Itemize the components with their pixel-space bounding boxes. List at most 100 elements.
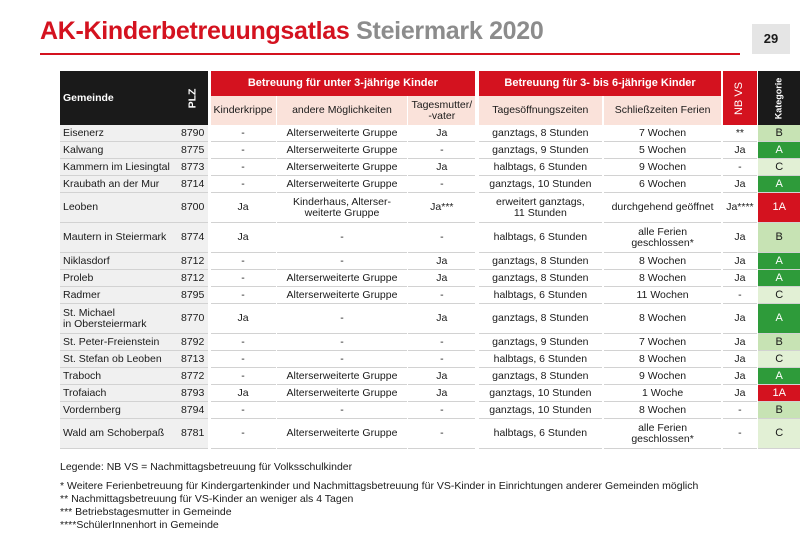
cell-schliess: 6 Wochen	[603, 176, 722, 193]
header-gemeinde: Gemeinde	[60, 71, 177, 125]
cell-andere: Alterserweiterte Gruppe	[277, 385, 407, 402]
legend: Legende: NB VS = Nachmittagsbetreuung fü…	[60, 461, 698, 532]
cell-gemeinde: Wald am Schoberpaß	[60, 419, 177, 449]
table-row: St. Stefan ob Leoben 8713- - - halbtags, 6 S…	[60, 351, 800, 368]
cell-plz: 8770	[176, 304, 208, 334]
legend-note: ** Nachmittagsbetreuung für VS-Kinder an…	[60, 493, 354, 505]
cell-nbvs: -	[723, 419, 757, 449]
cell-nbvs: Ja	[723, 223, 757, 253]
cell-andere: Alterserweiterte Gruppe	[277, 176, 407, 193]
cell-schliess: alle Ferien geschlossen*	[603, 419, 722, 449]
cell-gemeinde: Kraubath an der Mur	[60, 176, 177, 193]
cell-oeffnung: ganztags, 8 Stunden	[478, 368, 602, 385]
cell-kategorie: B	[758, 125, 800, 142]
cell-andere: Kinderhaus, Alterser- weiterte Gruppe	[277, 193, 407, 223]
table-row: Wald am Schoberpaß 8781- Alterserweiterte …	[60, 419, 800, 449]
cell-schliess: 1 Woche	[603, 385, 722, 402]
cell-kinderkrippe: -	[210, 270, 276, 287]
cell-gemeinde: Vordernberg	[60, 402, 177, 419]
cell-tagesmutter: -	[408, 142, 476, 159]
cell-nbvs: Ja	[723, 176, 757, 193]
cell-andere: Alterserweiterte Gruppe	[277, 287, 407, 304]
cell-plz: 8712	[176, 253, 208, 270]
cell-kategorie: A	[758, 176, 800, 193]
cell-kinderkrippe: Ja	[210, 223, 276, 253]
table-row: St. Peter-Freienstein 8792- - - ganztags, 9 …	[60, 334, 800, 351]
cell-andere: Alterserweiterte Gruppe	[277, 419, 407, 449]
cell-kategorie: C	[758, 351, 800, 368]
cell-schliess: 7 Wochen	[603, 125, 722, 142]
header-plz: PLZ	[176, 71, 208, 125]
cell-nbvs: -	[723, 287, 757, 304]
cell-tagesmutter: Ja	[408, 385, 476, 402]
cell-schliess: alle Ferien geschlossen*	[603, 223, 722, 253]
cell-kinderkrippe: -	[210, 176, 276, 193]
cell-andere: Alterserweiterte Gruppe	[277, 270, 407, 287]
cell-andere: -	[277, 223, 407, 253]
cell-kategorie: B	[758, 334, 800, 351]
cell-kategorie: A	[758, 142, 800, 159]
cell-kinderkrippe: -	[210, 402, 276, 419]
header-kategorie: Kategorie	[758, 71, 800, 125]
cell-gemeinde: Traboch	[60, 368, 177, 385]
cell-oeffnung: ganztags, 8 Stunden	[478, 253, 602, 270]
cell-kinderkrippe: -	[210, 159, 276, 176]
cell-schliess: 11 Wochen	[603, 287, 722, 304]
page-title: AK-Kinderbetreuungsatlas Steiermark 2020	[40, 17, 544, 46]
cell-oeffnung: ganztags, 8 Stunden	[478, 270, 602, 287]
cell-kinderkrippe: Ja	[210, 304, 276, 334]
cell-tagesmutter: Ja	[408, 368, 476, 385]
cell-nbvs: Ja	[723, 385, 757, 402]
cell-schliess: 8 Wochen	[603, 253, 722, 270]
cell-kategorie: A	[758, 253, 800, 270]
header-group-under3: Betreuung für unter 3-jährige Kinder	[210, 71, 476, 96]
cell-andere: Alterserweiterte Gruppe	[277, 142, 407, 159]
cell-oeffnung: ganztags, 10 Stunden	[478, 176, 602, 193]
cell-andere: -	[277, 351, 407, 368]
cell-plz: 8790	[176, 125, 208, 142]
header-group-3to6: Betreuung für 3- bis 6-jährige Kinder	[478, 71, 722, 96]
cell-kinderkrippe: -	[210, 253, 276, 270]
cell-oeffnung: ganztags, 8 Stunden	[478, 304, 602, 334]
cell-plz: 8713	[176, 351, 208, 368]
cell-gemeinde: St. Michael in Obersteiermark	[60, 304, 177, 334]
cell-andere: Alterserweiterte Gruppe	[277, 368, 407, 385]
cell-tagesmutter: -	[408, 419, 476, 449]
table-row: St. Michael in Obersteiermark 8770 Ja - Ja ga…	[60, 304, 800, 334]
cell-tagesmutter: Ja	[408, 304, 476, 334]
legend-note: *** Betriebstagesmutter in Gemeinde	[60, 506, 232, 518]
cell-oeffnung: ganztags, 8 Stunden	[478, 125, 602, 142]
cell-kinderkrippe: Ja	[210, 193, 276, 223]
table-row: Trofaiach 8793 Ja Alterserweiterte Gruppe Ja…	[60, 385, 800, 402]
title-sub: Steiermark 2020	[356, 17, 544, 45]
cell-gemeinde: Trofaiach	[60, 385, 177, 402]
cell-nbvs: Ja	[723, 351, 757, 368]
cell-kinderkrippe: -	[210, 287, 276, 304]
cell-kategorie: A	[758, 270, 800, 287]
cell-andere: -	[277, 334, 407, 351]
cell-oeffnung: erweitert ganztags, 11 Stunden	[478, 193, 602, 223]
cell-kategorie: A	[758, 304, 800, 334]
cell-gemeinde: Mautern in Steiermark	[60, 223, 177, 253]
cell-tagesmutter: -	[408, 402, 476, 419]
cell-nbvs: Ja	[723, 304, 757, 334]
cell-plz: 8781	[176, 419, 208, 449]
cell-nbvs: Ja	[723, 334, 757, 351]
cell-nbvs: Ja	[723, 270, 757, 287]
cell-kategorie: C	[758, 159, 800, 176]
cell-nbvs: **	[723, 125, 757, 142]
cell-oeffnung: halbtags, 6 Stunden	[478, 287, 602, 304]
cell-nbvs: Ja	[723, 368, 757, 385]
cell-gemeinde: Eisenerz	[60, 125, 177, 142]
header-kategorie-label: Kategorie	[773, 77, 784, 119]
cell-plz: 8795	[176, 287, 208, 304]
table-row: Mautern in Steiermark 8774 Ja - - halbtags, 6…	[60, 223, 800, 253]
legend-title: Legende: NB VS = Nachmittagsbetreuung fü…	[60, 461, 353, 473]
cell-plz: 8792	[176, 334, 208, 351]
cell-kinderkrippe: -	[210, 125, 276, 142]
cell-tagesmutter: -	[408, 334, 476, 351]
cell-kategorie: 1A	[758, 193, 800, 223]
cell-kinderkrippe: -	[210, 351, 276, 368]
cell-schliess: 8 Wochen	[603, 270, 722, 287]
cell-schliess: durchgehend geöffnet	[603, 193, 722, 223]
